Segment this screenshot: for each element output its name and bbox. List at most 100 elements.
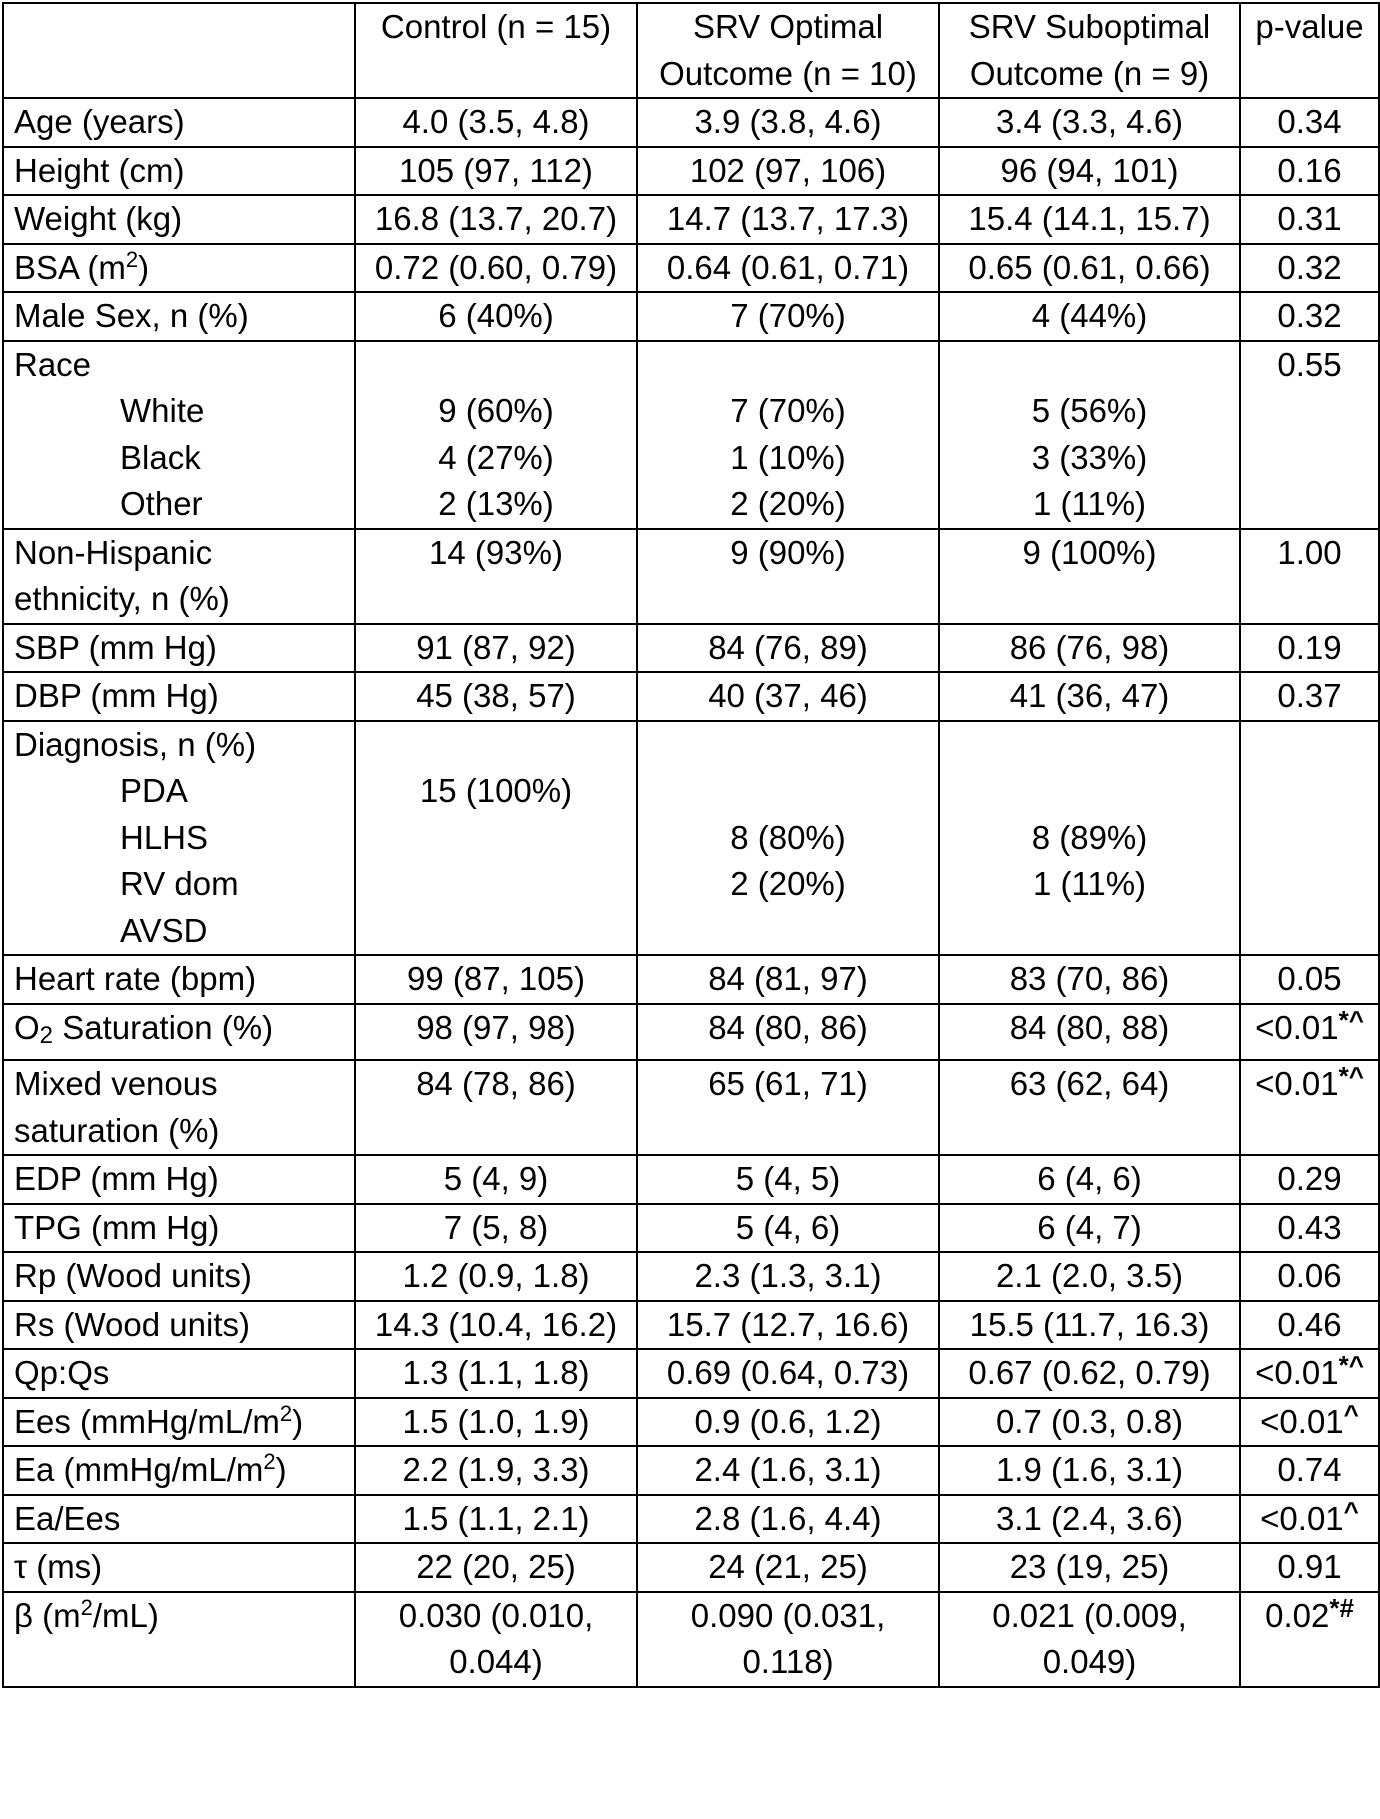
cell-p-value bbox=[1239, 719, 1380, 956]
cell-optimal: 65 (61, 71) bbox=[636, 1059, 940, 1156]
row-label: Rp (Wood units) bbox=[2, 1251, 356, 1302]
header-p-value: p-value bbox=[1239, 2, 1380, 99]
table-row: Heart rate (bpm) 99 (87, 105) 84 (81, 97… bbox=[2, 954, 1380, 1005]
table-row: Non-Hispanic ethnicity, n (%) 14 (93%) 9… bbox=[2, 527, 1380, 625]
cell-p-value: <0.01*^ bbox=[1239, 1002, 1380, 1061]
cell-optimal: 2.4 (1.6, 3.1) bbox=[636, 1445, 940, 1496]
table-row: Age (years) 4.0 (3.5, 4.8) 3.9 (3.8, 4.6… bbox=[2, 97, 1380, 148]
cell-optimal: 7 (70%) bbox=[636, 291, 940, 342]
cell-suboptimal: 3.1 (2.4, 3.6) bbox=[938, 1493, 1241, 1544]
table-row: Weight (kg) 16.8 (13.7, 20.7) 14.7 (13.7… bbox=[2, 194, 1380, 245]
table-row-diagnosis: Diagnosis, n (%) PDA HLHS RV dom AVSD 15… bbox=[2, 719, 1380, 956]
cell-suboptimal: 5 (56%) 3 (33%) 1 (11%) bbox=[938, 339, 1241, 530]
table-row: EDP (mm Hg) 5 (4, 9) 5 (4, 5) 6 (4, 6) 0… bbox=[2, 1154, 1380, 1205]
row-label: Ees (mmHg/mL/m2) bbox=[2, 1396, 356, 1447]
cell-p-value: <0.01^ bbox=[1239, 1396, 1380, 1447]
table-row: DBP (mm Hg) 45 (38, 57) 40 (37, 46) 41 (… bbox=[2, 671, 1380, 722]
cell-p-value: 0.19 bbox=[1239, 622, 1380, 673]
cell-control: 1.3 (1.1, 1.8) bbox=[354, 1348, 638, 1399]
table-row: Male Sex, n (%) 6 (40%) 7 (70%) 4 (44%) … bbox=[2, 291, 1380, 342]
cell-suboptimal: 86 (76, 98) bbox=[938, 622, 1241, 673]
cell-suboptimal: 2.1 (2.0, 3.5) bbox=[938, 1251, 1241, 1302]
cell-p-value: <0.01*^ bbox=[1239, 1059, 1380, 1156]
cell-optimal: 2.3 (1.3, 3.1) bbox=[636, 1251, 940, 1302]
table-row: O2 Saturation (%) 98 (97, 98) 84 (80, 86… bbox=[2, 1002, 1380, 1061]
cell-control: 84 (78, 86) bbox=[354, 1059, 638, 1156]
cell-optimal: 0.090 (0.031, 0.118) bbox=[636, 1590, 940, 1688]
cell-optimal: 3.9 (3.8, 4.6) bbox=[636, 97, 940, 148]
cell-control: 0.72 (0.60, 0.79) bbox=[354, 242, 638, 293]
cell-control: 7 (5, 8) bbox=[354, 1202, 638, 1253]
cell-control: 99 (87, 105) bbox=[354, 954, 638, 1005]
cell-p-value: 0.16 bbox=[1239, 145, 1380, 196]
header-blank bbox=[2, 2, 356, 99]
table-row: τ (ms) 22 (20, 25) 24 (21, 25) 23 (19, 2… bbox=[2, 1542, 1380, 1593]
row-label: Rs (Wood units) bbox=[2, 1299, 356, 1350]
cell-suboptimal: 9 (100%) bbox=[938, 527, 1241, 625]
cell-suboptimal: 1.9 (1.6, 3.1) bbox=[938, 1445, 1241, 1496]
cell-optimal: 0.69 (0.64, 0.73) bbox=[636, 1348, 940, 1399]
cell-p-value: 0.34 bbox=[1239, 97, 1380, 148]
cell-optimal: 2.8 (1.6, 4.4) bbox=[636, 1493, 940, 1544]
cell-suboptimal: 15.4 (14.1, 15.7) bbox=[938, 194, 1241, 245]
cell-p-value: 0.43 bbox=[1239, 1202, 1380, 1253]
cell-control: 1.5 (1.0, 1.9) bbox=[354, 1396, 638, 1447]
row-label: β (m2/mL) bbox=[2, 1590, 356, 1688]
table-row: Height (cm) 105 (97, 112) 102 (97, 106) … bbox=[2, 145, 1380, 196]
cell-control: 5 (4, 9) bbox=[354, 1154, 638, 1205]
cell-control: 16.8 (13.7, 20.7) bbox=[354, 194, 638, 245]
cell-optimal: 40 (37, 46) bbox=[636, 671, 940, 722]
cell-p-value: 0.37 bbox=[1239, 671, 1380, 722]
row-label: Non-Hispanic ethnicity, n (%) bbox=[2, 527, 356, 625]
cell-optimal: 9 (90%) bbox=[636, 527, 940, 625]
table-row: Rs (Wood units) 14.3 (10.4, 16.2) 15.7 (… bbox=[2, 1299, 1380, 1350]
table-row: Ea (mmHg/mL/m2) 2.2 (1.9, 3.3) 2.4 (1.6,… bbox=[2, 1445, 1380, 1496]
cell-control: 45 (38, 57) bbox=[354, 671, 638, 722]
table-row: Ees (mmHg/mL/m2) 1.5 (1.0, 1.9) 0.9 (0.6… bbox=[2, 1396, 1380, 1447]
cell-control: 22 (20, 25) bbox=[354, 1542, 638, 1593]
cell-p-value: 0.32 bbox=[1239, 242, 1380, 293]
cell-p-value: <0.01*^ bbox=[1239, 1348, 1380, 1399]
cell-control: 6 (40%) bbox=[354, 291, 638, 342]
row-label: SBP (mm Hg) bbox=[2, 622, 356, 673]
table-row: Qp:Qs 1.3 (1.1, 1.8) 0.69 (0.64, 0.73) 0… bbox=[2, 1348, 1380, 1399]
cell-p-value: 0.05 bbox=[1239, 954, 1380, 1005]
cell-suboptimal: 84 (80, 88) bbox=[938, 1002, 1241, 1061]
cell-optimal: 102 (97, 106) bbox=[636, 145, 940, 196]
cell-control: 4.0 (3.5, 4.8) bbox=[354, 97, 638, 148]
cell-optimal: 24 (21, 25) bbox=[636, 1542, 940, 1593]
header-srv-suboptimal: SRV Suboptimal Outcome (n = 9) bbox=[938, 2, 1241, 99]
cell-control: 14.3 (10.4, 16.2) bbox=[354, 1299, 638, 1350]
cell-control: 2.2 (1.9, 3.3) bbox=[354, 1445, 638, 1496]
cell-suboptimal: 3.4 (3.3, 4.6) bbox=[938, 97, 1241, 148]
row-label: Ea (mmHg/mL/m2) bbox=[2, 1445, 356, 1496]
cell-suboptimal: 0.021 (0.009, 0.049) bbox=[938, 1590, 1241, 1688]
cell-p-value: 0.29 bbox=[1239, 1154, 1380, 1205]
cell-suboptimal: 4 (44%) bbox=[938, 291, 1241, 342]
row-label: Diagnosis, n (%) PDA HLHS RV dom AVSD bbox=[2, 719, 356, 956]
cell-optimal: 15.7 (12.7, 16.6) bbox=[636, 1299, 940, 1350]
cell-optimal: 14.7 (13.7, 17.3) bbox=[636, 194, 940, 245]
row-label: Heart rate (bpm) bbox=[2, 954, 356, 1005]
header-row: Control (n = 15) SRV Optimal Outcome (n … bbox=[2, 2, 1380, 99]
table-row: BSA (m2) 0.72 (0.60, 0.79) 0.64 (0.61, 0… bbox=[2, 242, 1380, 293]
cell-suboptimal: 0.65 (0.61, 0.66) bbox=[938, 242, 1241, 293]
cell-suboptimal: 0.67 (0.62, 0.79) bbox=[938, 1348, 1241, 1399]
cell-suboptimal: 8 (89%) 1 (11%) bbox=[938, 719, 1241, 956]
table-row: β (m2/mL) 0.030 (0.010, 0.044) 0.090 (0.… bbox=[2, 1590, 1380, 1688]
cell-suboptimal: 96 (94, 101) bbox=[938, 145, 1241, 196]
row-label: EDP (mm Hg) bbox=[2, 1154, 356, 1205]
row-label: Weight (kg) bbox=[2, 194, 356, 245]
cell-p-value: 0.06 bbox=[1239, 1251, 1380, 1302]
table-row: Rp (Wood units) 1.2 (0.9, 1.8) 2.3 (1.3,… bbox=[2, 1251, 1380, 1302]
cell-control: 91 (87, 92) bbox=[354, 622, 638, 673]
cell-p-value: 0.32 bbox=[1239, 291, 1380, 342]
cell-suboptimal: 15.5 (11.7, 16.3) bbox=[938, 1299, 1241, 1350]
row-label: BSA (m2) bbox=[2, 242, 356, 293]
cell-p-value: <0.01^ bbox=[1239, 1493, 1380, 1544]
row-label: TPG (mm Hg) bbox=[2, 1202, 356, 1253]
row-label: Age (years) bbox=[2, 97, 356, 148]
cell-optimal: 5 (4, 5) bbox=[636, 1154, 940, 1205]
cell-control: 0.030 (0.010, 0.044) bbox=[354, 1590, 638, 1688]
cell-suboptimal: 6 (4, 7) bbox=[938, 1202, 1241, 1253]
